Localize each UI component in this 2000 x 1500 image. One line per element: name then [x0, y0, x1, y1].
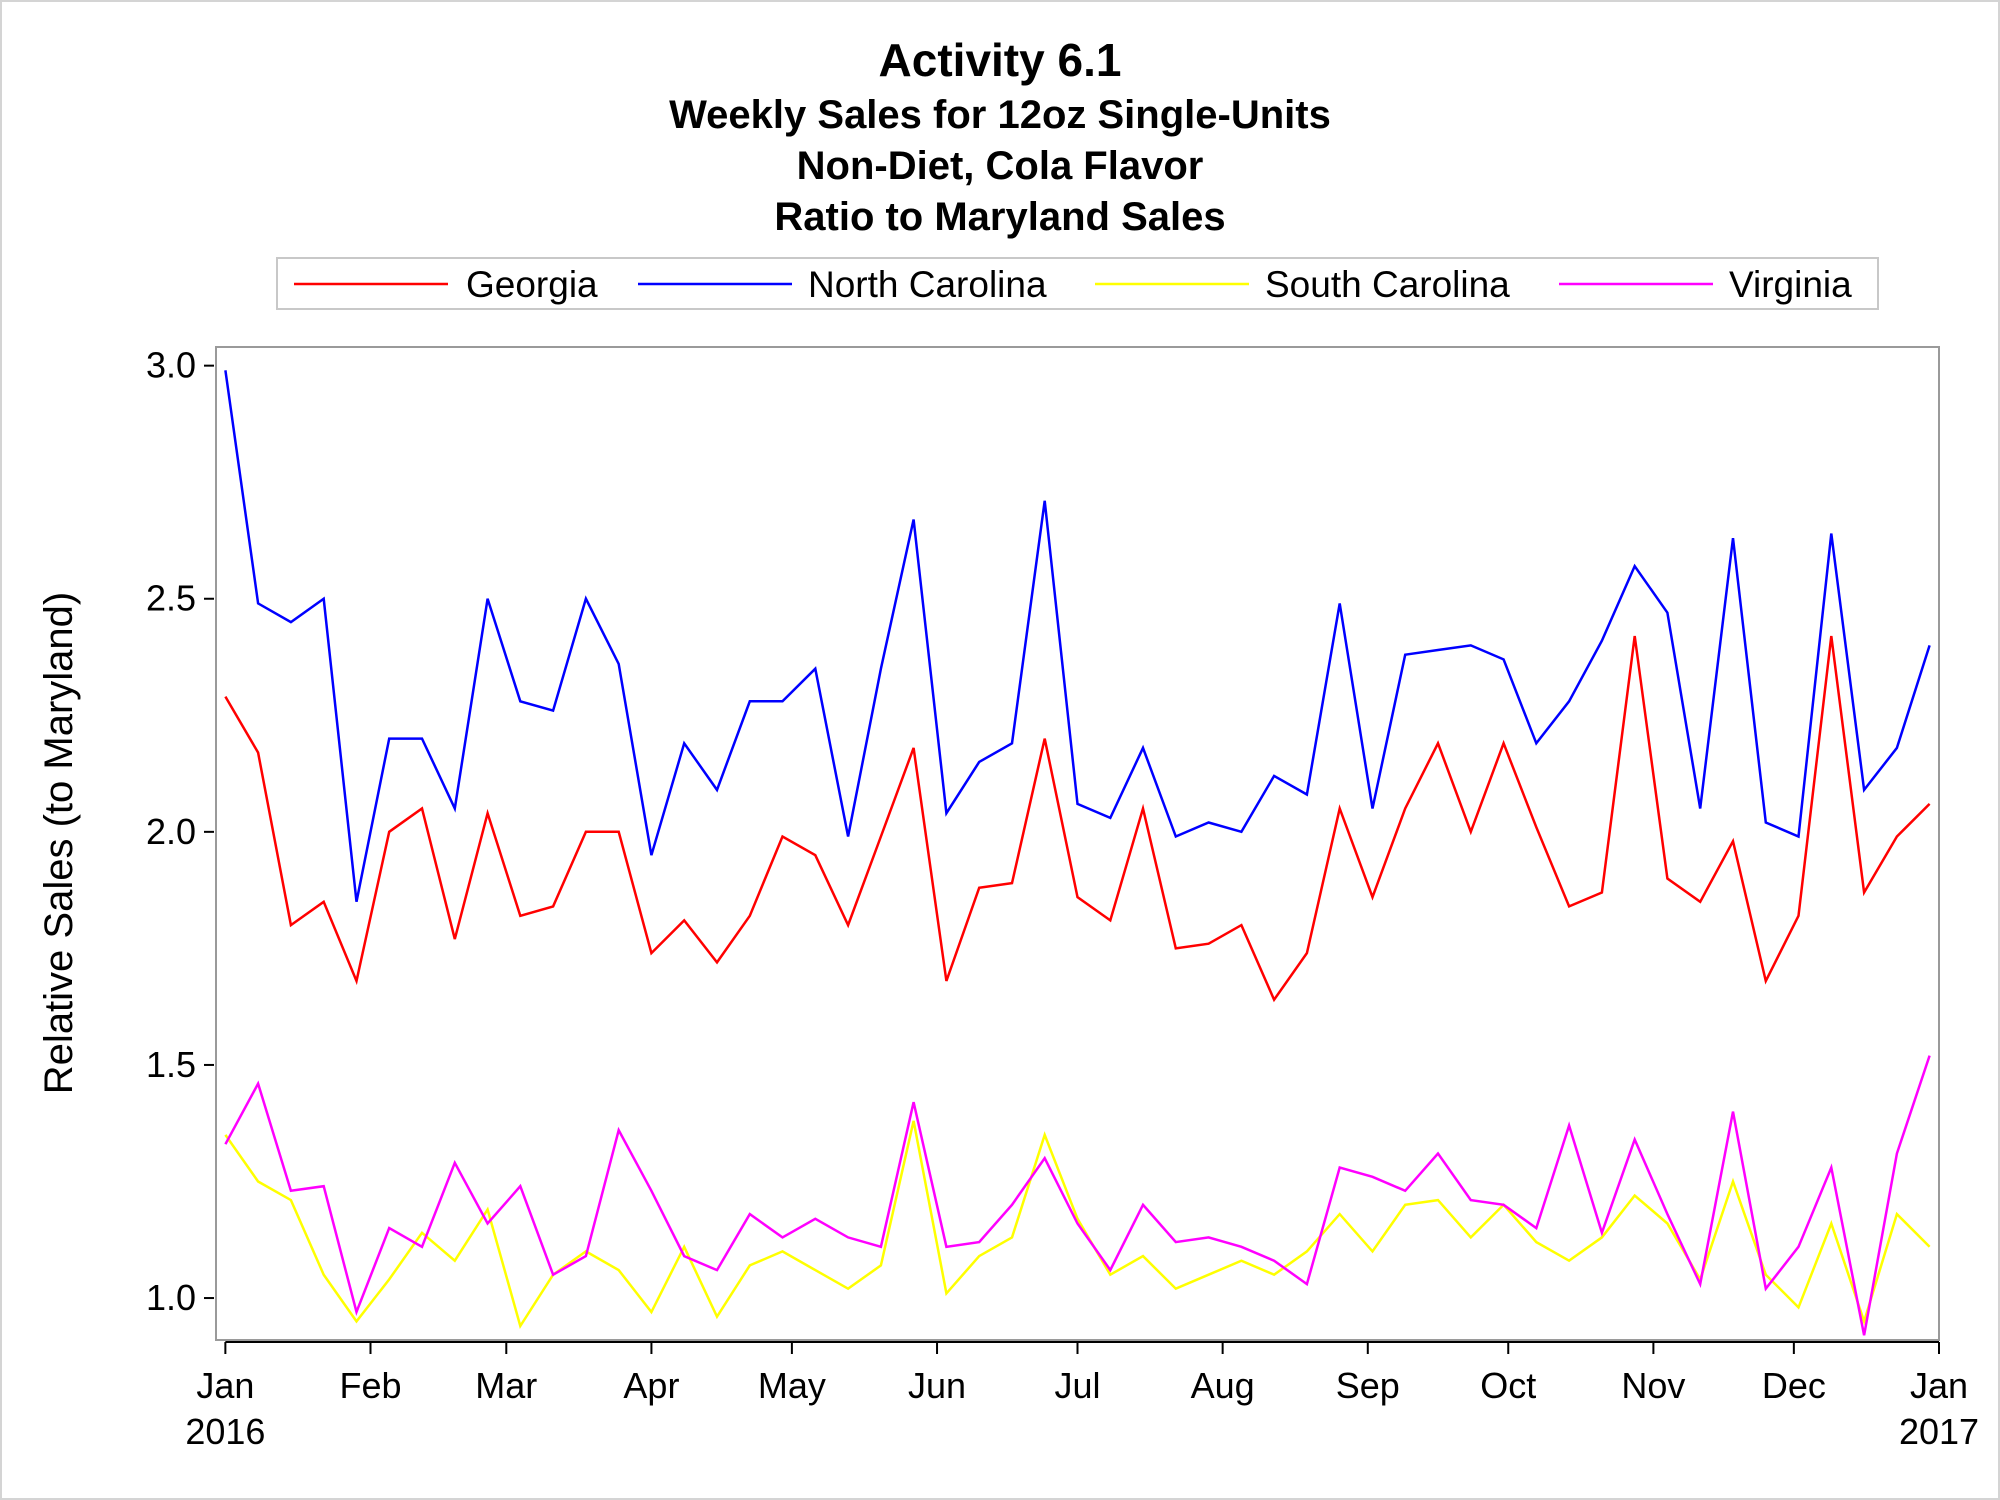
x-tick-label: Sep — [1336, 1365, 1400, 1406]
chart-subtitle-3: Ratio to Maryland Sales — [774, 195, 1225, 239]
y-axis: 1.0 1.5 2.0 2.5 3.0 — [146, 345, 214, 1318]
legend-label-georgia: Georgia — [466, 264, 598, 305]
chart-subtitle-1: Weekly Sales for 12oz Single-Units — [669, 93, 1331, 137]
x-tick-label: Apr — [623, 1365, 679, 1406]
series-line-georgia — [224, 635, 1931, 1003]
x-axis: Jan 2016 Feb Mar Apr May Jun Jul Aug Sep Oct Nov Dec… — [185, 1341, 1979, 1452]
x-tick-label: Mar — [475, 1365, 537, 1406]
x-tick-label: Jun — [908, 1365, 966, 1406]
x-tick-label: Nov — [1621, 1365, 1685, 1406]
x-tick-label: Feb — [339, 1365, 401, 1406]
x-tick-label: Jul — [1054, 1365, 1100, 1406]
y-tick-label: 1.5 — [146, 1044, 196, 1085]
legend-label-virginia: Virginia — [1729, 264, 1852, 305]
plot-area — [215, 346, 1940, 1341]
series-line-virginia — [224, 1055, 1931, 1336]
x-tick-year-label: 2017 — [1899, 1411, 1979, 1452]
series-layer — [224, 370, 1931, 1336]
chart-title: Activity 6.1 — [879, 34, 1122, 86]
y-tick-label: 2.0 — [146, 811, 196, 852]
x-tick-label: Dec — [1762, 1365, 1826, 1406]
series-line-south-carolina — [224, 1120, 1931, 1330]
y-tick-label: 3.0 — [146, 345, 196, 386]
y-tick-label: 1.0 — [146, 1277, 196, 1318]
series-line-north-carolina — [224, 370, 1931, 903]
x-tick-label: May — [758, 1365, 826, 1406]
y-tick-label: 2.5 — [146, 578, 196, 619]
x-tick-year-label: 2016 — [185, 1411, 265, 1452]
legend: Georgia North Carolina South Carolina Vi… — [276, 257, 1879, 310]
x-tick-label: Jan — [196, 1365, 254, 1406]
x-tick-label: Jan — [1910, 1365, 1968, 1406]
x-tick-label: Oct — [1480, 1365, 1536, 1406]
legend-label-south-carolina: South Carolina — [1265, 264, 1510, 305]
y-axis-label: Relative Sales (to Maryland) — [37, 592, 81, 1094]
x-tick-label: Aug — [1191, 1365, 1255, 1406]
chart-subtitle-2: Non-Diet, Cola Flavor — [797, 144, 1204, 188]
legend-label-north-carolina: North Carolina — [808, 264, 1047, 305]
